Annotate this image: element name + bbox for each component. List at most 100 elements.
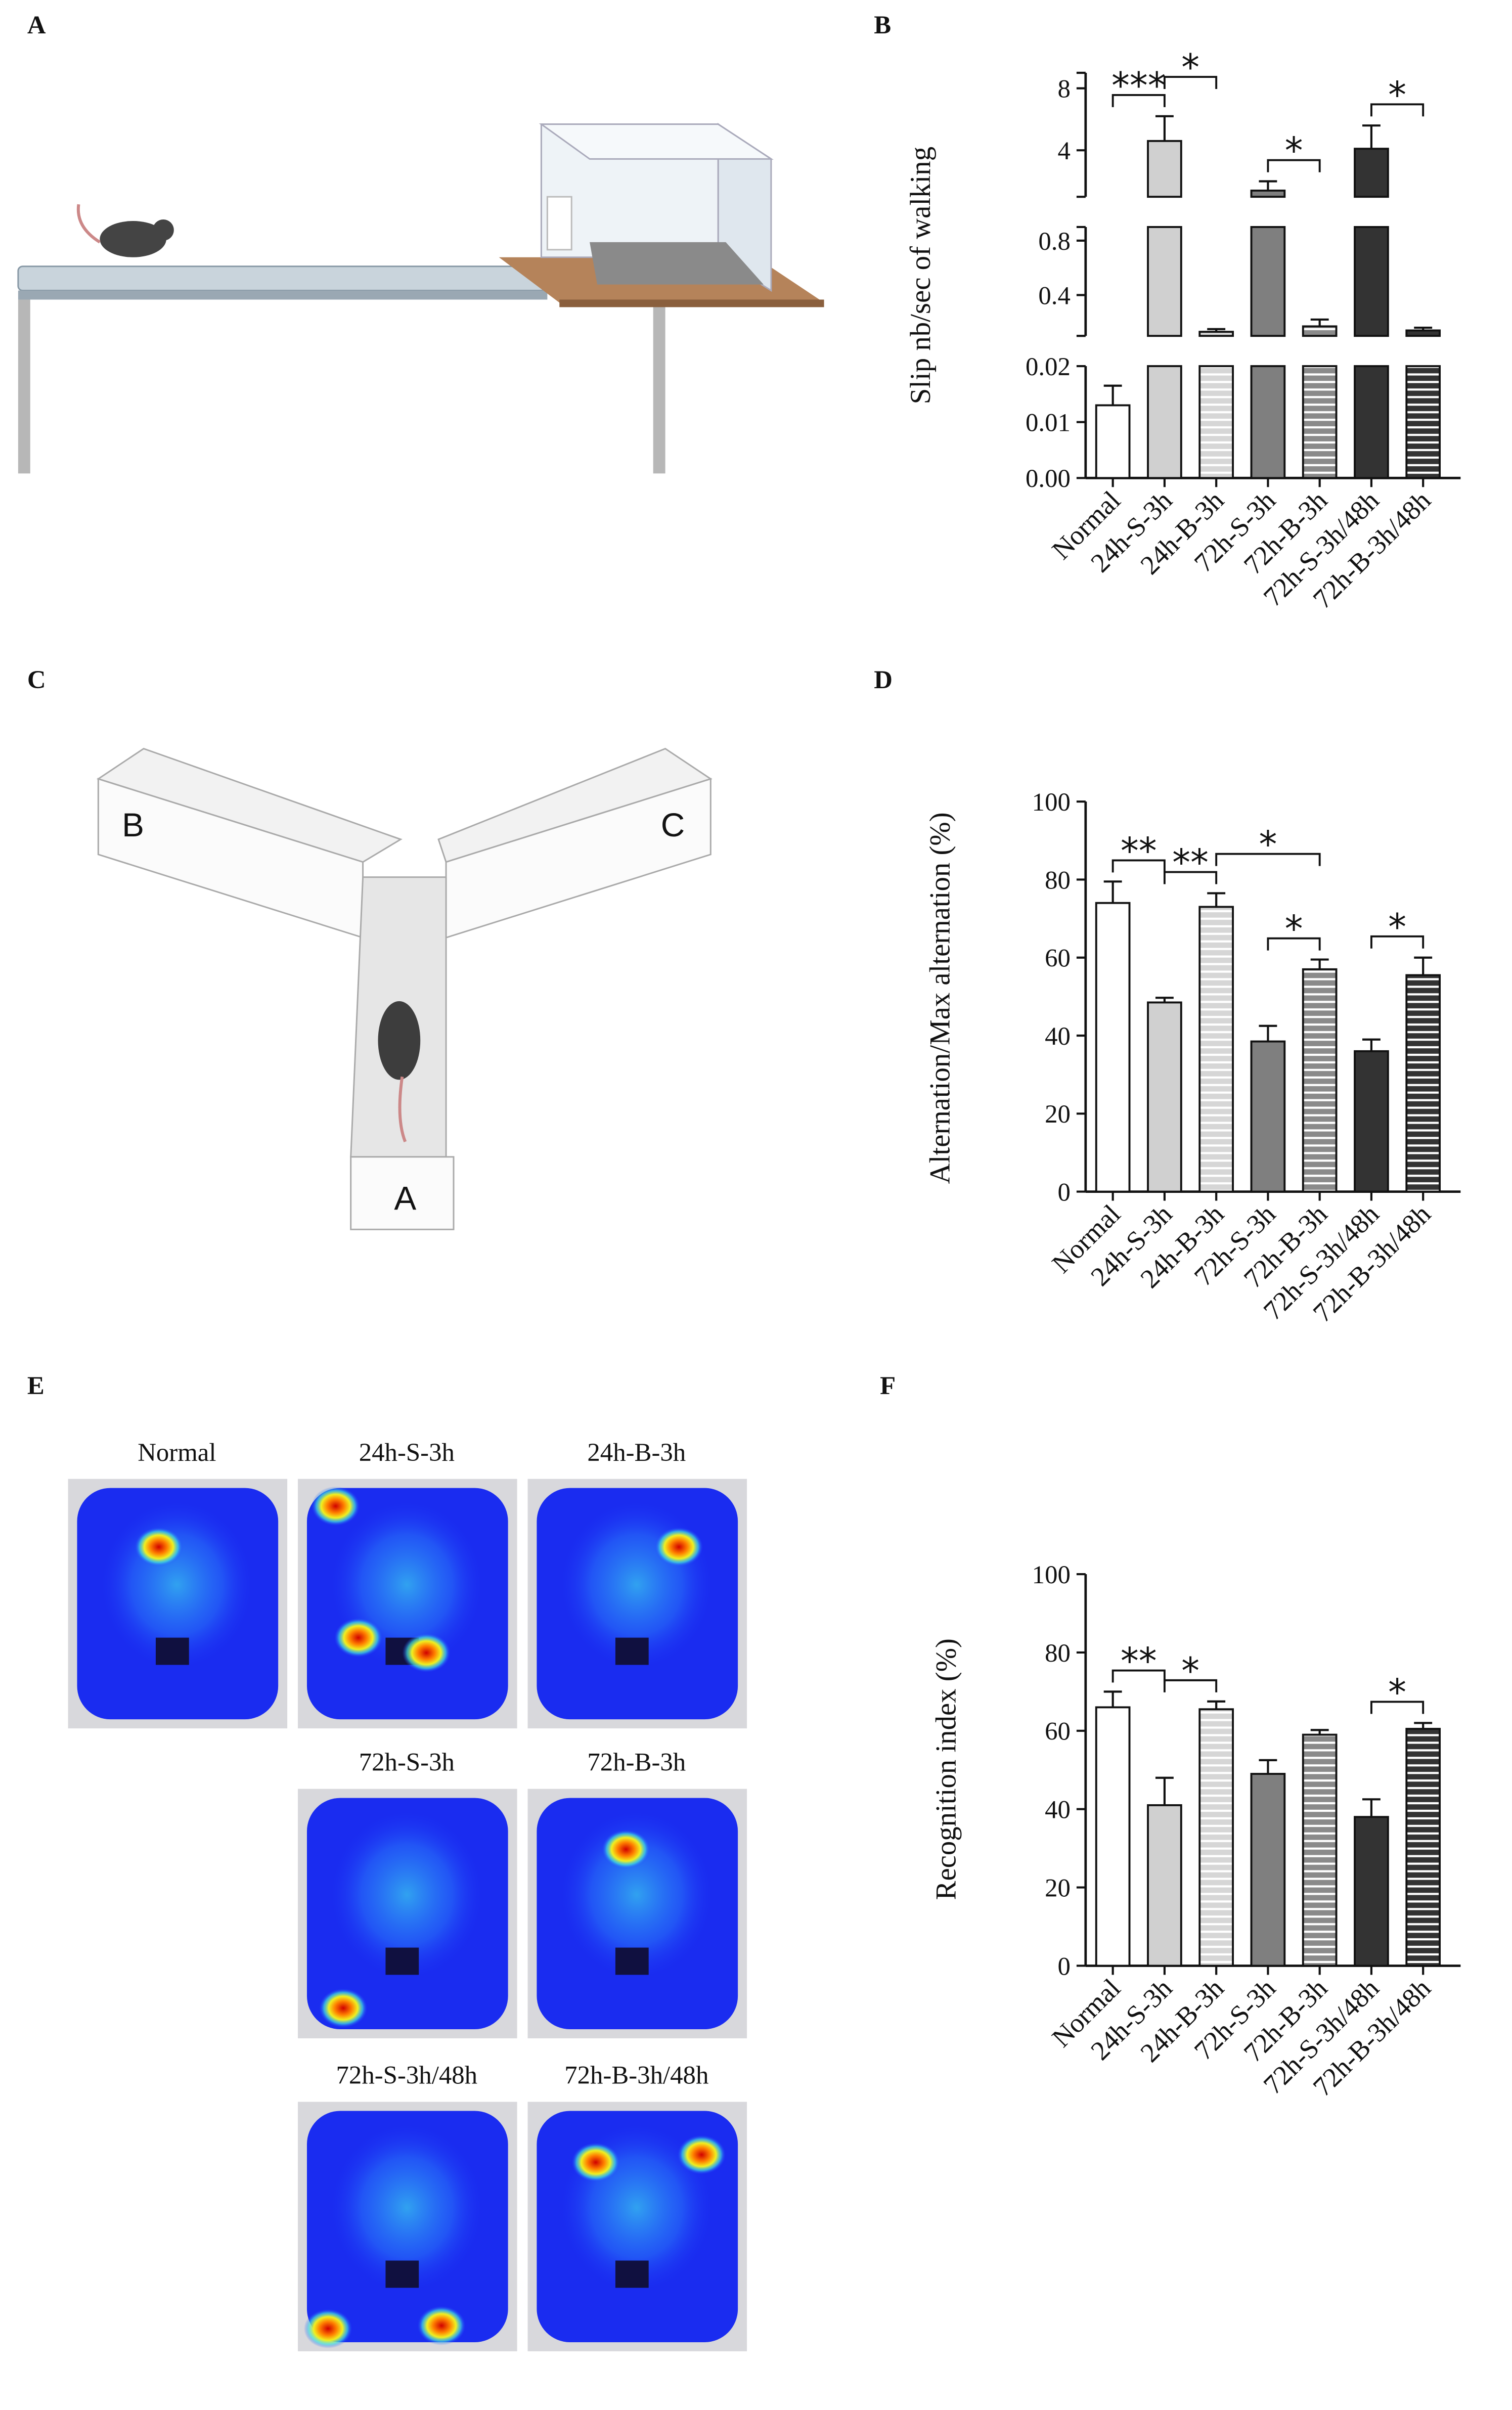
heatmap-glow: [561, 1811, 713, 1978]
bar: [1250, 226, 1286, 337]
y-tick-label: 20: [1045, 1100, 1071, 1128]
bar: [1250, 1773, 1286, 1967]
bar: [1250, 1040, 1286, 1193]
bar: [1198, 365, 1234, 479]
significance-label: ***: [1111, 64, 1166, 107]
y-tick-label: 100: [1032, 1560, 1071, 1589]
y-tick-label: 0.00: [1026, 464, 1071, 493]
bar: [1198, 1708, 1234, 1967]
heatmap-glow: [331, 1811, 482, 1978]
bar: [1405, 329, 1441, 337]
bar: [1250, 189, 1286, 198]
heatmap-hotspot: [402, 1633, 451, 1673]
bar: [1302, 1733, 1338, 1967]
panel-label: A: [27, 11, 46, 39]
y-tick-label: 8: [1057, 75, 1070, 103]
bar: [1354, 226, 1389, 337]
significance-label: *: [1388, 73, 1406, 116]
significance-bracket: [1111, 859, 1166, 873]
bar: [1147, 1001, 1182, 1193]
significance-bracket: [1370, 103, 1425, 117]
bar: [1198, 331, 1234, 337]
y-tick-label: 100: [1032, 788, 1071, 816]
significance-bracket: [1163, 871, 1218, 884]
y-tick-label: 0.8: [1038, 227, 1071, 255]
y-maze: [96, 747, 713, 1230]
y-axis-label: Recognition index (%): [930, 1638, 962, 1900]
significance-label: *: [1388, 1671, 1406, 1713]
maze-arm-label: A: [394, 1179, 416, 1217]
y-tick-label: 4: [1057, 137, 1070, 165]
significance-bracket: [1267, 937, 1321, 951]
heatmap-hotspot: [417, 2306, 466, 2345]
significance-label: **: [1121, 1639, 1157, 1682]
bar: [1147, 365, 1182, 479]
heatmap-object: [615, 2260, 649, 2288]
significance-bracket: [1267, 159, 1321, 172]
significance-label: *: [1181, 1649, 1199, 1692]
bar: [1250, 365, 1286, 479]
significance-bracket: [1163, 76, 1218, 89]
heatmap-hotspot: [303, 2309, 352, 2348]
y-tick-label: 40: [1045, 1022, 1071, 1050]
y-axis-label: Slip nb/sec of walking: [905, 147, 937, 405]
bar: [1147, 1804, 1182, 1967]
y-tick-label: 0: [1057, 1178, 1070, 1207]
bar: [1354, 365, 1389, 479]
significance-bracket: [1163, 1679, 1218, 1692]
heatmap-title: 72h-B-3h: [587, 1748, 686, 1776]
heatmap-object: [615, 1947, 649, 1975]
y-tick-label: 20: [1045, 1874, 1071, 1902]
bar: [1095, 1706, 1131, 1967]
significance-label: **: [1172, 841, 1209, 884]
y-tick-label: 60: [1045, 944, 1071, 972]
bar: [1302, 968, 1338, 1193]
bar: [1198, 906, 1234, 1193]
significance-label: *: [1388, 906, 1406, 948]
panel-label: D: [874, 665, 893, 694]
y-tick-label: 0: [1057, 1952, 1070, 1980]
bar: [1095, 404, 1131, 479]
heatmap-object: [155, 1637, 189, 1665]
heatmap-hotspot: [311, 1486, 360, 1526]
significance-bracket: [1111, 1669, 1166, 1683]
panel-label: B: [874, 11, 891, 39]
y-tick-label: 0.02: [1026, 352, 1071, 381]
y-tick-label: 60: [1045, 1717, 1071, 1746]
significance-bracket: [1370, 935, 1425, 949]
heatmap-title: 24h-S-3h: [359, 1438, 455, 1466]
walking-apparatus: [17, 122, 824, 474]
heatmap-hotspot: [319, 1988, 368, 2028]
panel-label: C: [27, 665, 46, 694]
significance-label: **: [1121, 829, 1157, 872]
maze-arm-label: C: [661, 806, 685, 843]
heatmap-hotspot: [677, 2135, 726, 2175]
bar: [1147, 140, 1182, 198]
heatmap-title: Normal: [138, 1438, 216, 1466]
heatmap-hotspot: [571, 2143, 620, 2182]
y-tick-label: 80: [1045, 866, 1071, 894]
bar: [1405, 1727, 1441, 1967]
y-tick-label: 40: [1045, 1796, 1071, 1824]
bar: [1405, 974, 1441, 1193]
heatmap-object: [615, 1637, 649, 1665]
bar: [1405, 365, 1441, 479]
significance-bracket: [1111, 94, 1166, 107]
y-tick-label: 0.4: [1038, 281, 1071, 309]
significance-bracket: [1370, 1701, 1425, 1714]
significance-label: *: [1285, 908, 1303, 950]
heatmap-glow: [331, 2124, 482, 2291]
heatmap-title: 72h-S-3h: [359, 1748, 455, 1776]
heatmap-hotspot: [602, 1829, 650, 1869]
heatmap-hotspot: [654, 1527, 703, 1567]
bar: [1147, 226, 1182, 337]
heatmap-hotspot: [334, 1618, 383, 1658]
heatmap-hotspot: [135, 1527, 183, 1567]
bar: [1302, 365, 1338, 479]
panel-label: F: [880, 1371, 896, 1400]
bar: [1354, 1050, 1389, 1193]
y-axis-label: Alternation/Max alternation (%): [924, 812, 956, 1184]
panel-label: E: [27, 1371, 45, 1400]
heatmap-title: 72h-S-3h/48h: [336, 2061, 478, 2089]
